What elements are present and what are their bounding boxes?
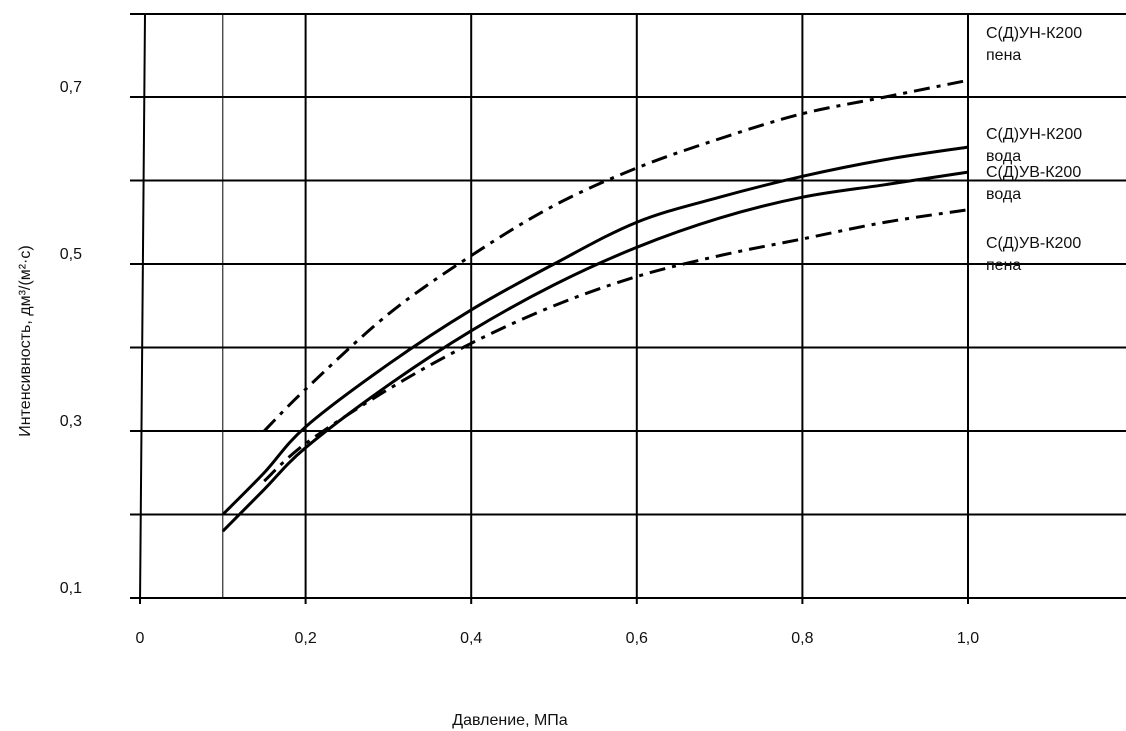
- tick-labels: 0 0,2 0,4 0,6 0,8 1,0 0,1 0,3 0,5 0,7: [60, 79, 979, 647]
- y-axis-line: [139, 13, 146, 605]
- y-tick-label: 0,5: [60, 246, 82, 263]
- y-tick-label: 0,7: [60, 79, 82, 96]
- grid: [130, 13, 1126, 604]
- legend-label-2: С(Д)УН-К200 вода: [986, 126, 1082, 165]
- x-tick-label: 1,0: [957, 630, 979, 647]
- x-tick-label: 0,2: [294, 630, 316, 647]
- axes: [139, 13, 146, 605]
- y-tick-label: 0,3: [60, 413, 82, 430]
- series-line-4: [263, 208, 969, 483]
- series-line-1: [263, 78, 969, 433]
- y-tick-label: 0,1: [60, 580, 82, 597]
- x-tick-label: 0,6: [626, 630, 648, 647]
- legend-label-1: С(Д)УН-К200 пена: [986, 25, 1082, 64]
- legend-label-4: С(Д)УВ-К200 пена: [986, 235, 1081, 274]
- x-axis-label: Давление, МПа: [452, 712, 567, 729]
- series-line-3: [221, 170, 969, 533]
- x-tick-label: 0: [136, 630, 145, 647]
- series-line-2: [221, 145, 969, 516]
- legend-label-3: С(Д)УВ-К200 вода: [986, 164, 1081, 203]
- x-tick-label: 0,8: [791, 630, 813, 647]
- series-group: [221, 78, 969, 533]
- x-tick-label: 0,4: [460, 630, 482, 647]
- y-axis-label: Интенсивность, дм³/(м²·с): [17, 245, 34, 436]
